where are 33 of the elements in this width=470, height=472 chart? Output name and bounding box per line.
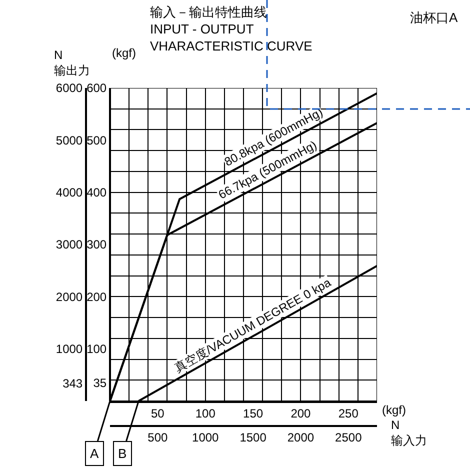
x2-tick-label: 500 <box>148 430 168 444</box>
y-tick-label: 600 <box>86 81 107 96</box>
annotation: A <box>90 446 99 461</box>
annotation: B <box>118 446 127 461</box>
x2-tick-label: 2000 <box>287 430 314 444</box>
x2-tick-label: 1500 <box>240 430 267 444</box>
chart-subtitle: INPUT - OUTPUT VHARACTERISTIC CURVE <box>150 21 313 54</box>
x2-tick-label: 1000 <box>192 430 220 444</box>
x-tick-label: 200 <box>290 406 312 420</box>
y-tick-label: 300 <box>86 238 107 252</box>
text: 油杯口A <box>410 10 458 25</box>
y2-tick-label: 6000 <box>56 81 83 96</box>
y2-axis-title: N 输出力 <box>54 48 90 78</box>
x-tick-label: 100 <box>195 406 216 420</box>
y-tick-label: 400 <box>86 186 107 200</box>
x-tick-label: 150 <box>243 406 264 420</box>
chart-title: 输入－输出特性曲线 <box>150 4 267 20</box>
x-tick-label: 50 <box>151 406 165 420</box>
y-tick-label: 35 <box>93 376 107 390</box>
x-tick-label: 250 <box>338 406 359 420</box>
y2-tick-label: 343 <box>62 376 83 390</box>
x2-axis-title: N 输入力 <box>391 418 427 448</box>
y2-tick-label: 3000 <box>56 238 83 252</box>
y2-tick-label: 2000 <box>56 290 83 304</box>
y-axis-title: (kgf) <box>112 46 136 60</box>
y2-tick-label: 5000 <box>56 133 83 148</box>
y-tick-label: 500 <box>86 133 107 148</box>
y-tick-label: 100 <box>86 342 107 356</box>
y2-tick-label: 4000 <box>56 186 83 200</box>
x2-tick-label: 2500 <box>335 430 362 444</box>
y2-tick-label: 1000 <box>56 342 83 356</box>
x-axis-title: (kgf) <box>382 403 406 417</box>
y-tick-label: 200 <box>86 290 107 304</box>
